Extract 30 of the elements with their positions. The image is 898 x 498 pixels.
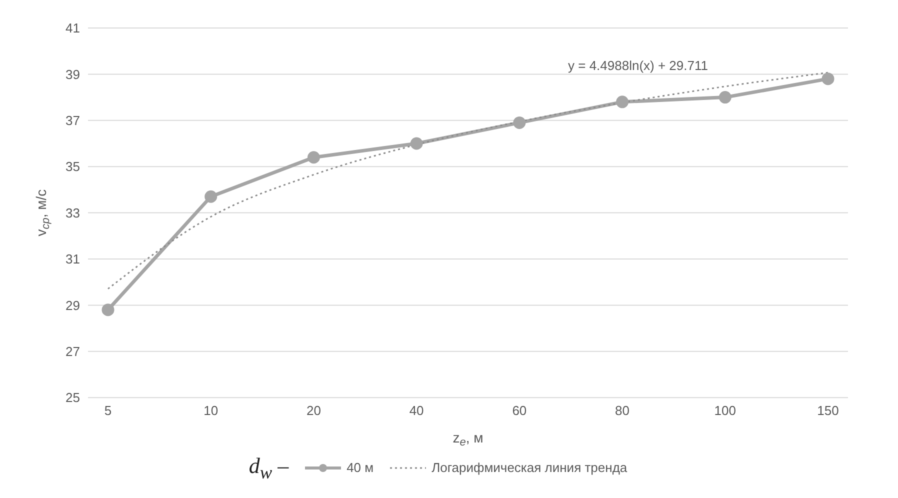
point — [718, 91, 732, 104]
legend-title: d$_{w}$ – — [248, 452, 289, 483]
x-tick-label: 100 — [714, 402, 736, 418]
legend-label: 40 м — [346, 460, 374, 476]
x-tick-label: 150 — [817, 402, 839, 418]
y-tick-label: 37 — [66, 113, 80, 128]
x-tick-label: 80 — [615, 402, 630, 418]
y-tick-label: 29 — [66, 298, 80, 313]
y-tick-label: 27 — [66, 344, 80, 360]
point — [307, 151, 320, 164]
y-tick-label: 39 — [66, 66, 80, 82]
y-tick-label: 35 — [66, 159, 80, 174]
y-tick-label: 41 — [66, 20, 80, 36]
y-tick-label: 31 — [66, 252, 80, 267]
point — [102, 304, 114, 316]
legend-label: Логарифмическая линия тренда — [432, 460, 628, 476]
point — [204, 190, 218, 203]
x-tick-label: 5 — [104, 402, 112, 418]
x-tick-label: 40 — [409, 402, 424, 418]
point — [822, 72, 834, 86]
point — [616, 96, 629, 108]
point — [513, 116, 526, 129]
x-tick-label: 20 — [306, 402, 321, 418]
annotation: y = 4.4988ln(x) + 29.711 — [568, 58, 708, 73]
point — [410, 137, 423, 150]
y-tick-label: 25 — [66, 390, 80, 406]
x-axis-title: z$_{e}$, м — [452, 430, 484, 448]
x-tick-label: 10 — [204, 402, 218, 418]
x-tick-label: 60 — [512, 402, 527, 418]
y-tick-label: 33 — [66, 205, 80, 220]
